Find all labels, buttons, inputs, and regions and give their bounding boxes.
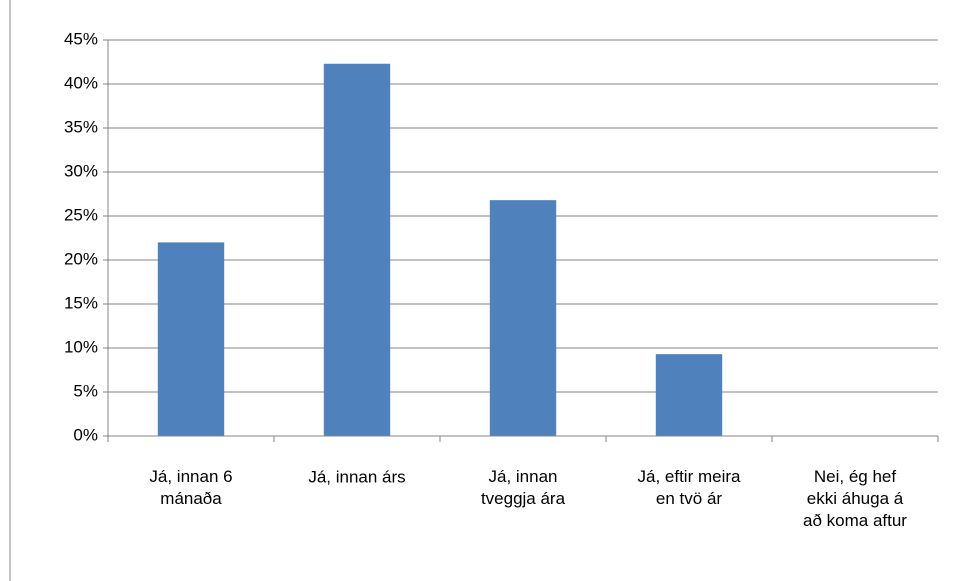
y-tick-label: 0% bbox=[73, 425, 98, 444]
y-tick-label: 45% bbox=[64, 29, 98, 48]
bar bbox=[489, 200, 557, 436]
x-tick-label: Já, innan tveggja ára bbox=[481, 467, 566, 508]
x-tick-label: Já, innan árs bbox=[308, 467, 405, 486]
y-tick-label: 5% bbox=[73, 381, 98, 400]
y-tick-label: 20% bbox=[64, 249, 98, 268]
y-tick-label: 40% bbox=[64, 73, 98, 92]
y-tick-label: 35% bbox=[64, 117, 98, 136]
bar bbox=[157, 242, 225, 436]
x-tick-label: Já, eftir meira en tvö ár bbox=[638, 467, 742, 508]
y-tick-label: 10% bbox=[64, 337, 98, 356]
bar bbox=[323, 63, 391, 436]
bar bbox=[655, 354, 723, 436]
y-tick-label: 15% bbox=[64, 293, 98, 312]
x-tick-label: Já, innan 6 mánaða bbox=[149, 467, 232, 508]
y-tick-label: 30% bbox=[64, 161, 98, 180]
y-tick-label: 25% bbox=[64, 205, 98, 224]
x-tick-label: Nei, ég hef ekki áhuga á að koma aftur bbox=[803, 467, 907, 530]
